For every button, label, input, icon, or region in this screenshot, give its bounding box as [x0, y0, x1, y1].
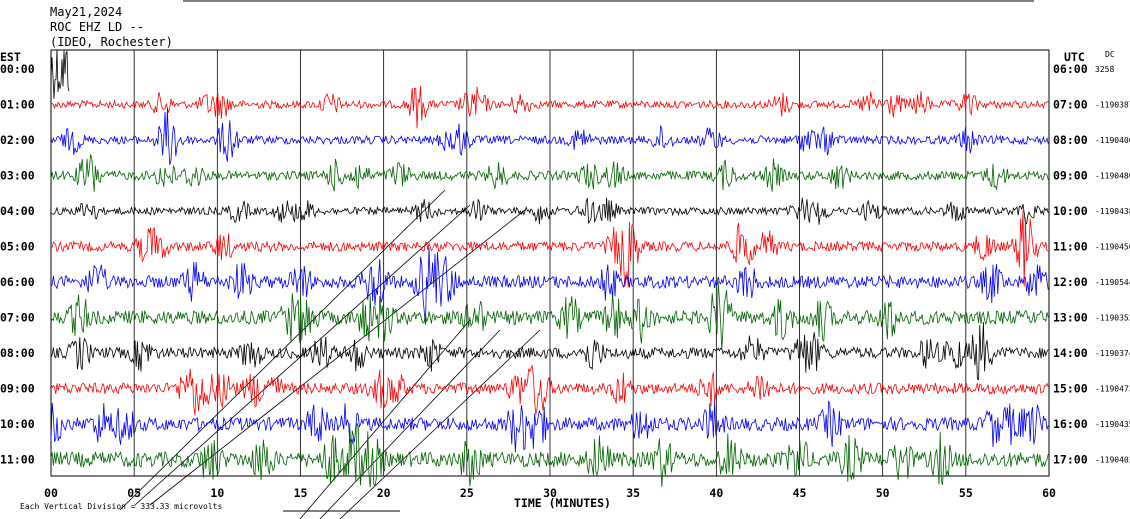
dc-label: DC	[1105, 50, 1115, 59]
est-label: 07:00	[0, 311, 35, 325]
x-tick-label: 50	[876, 486, 890, 500]
est-label: 03:00	[0, 169, 35, 183]
dc-value: -1190544	[1095, 278, 1130, 287]
est-label: 11:00	[0, 453, 35, 467]
transient-line	[339, 329, 541, 519]
est-label: 04:00	[0, 204, 35, 218]
dc-value: -1190473	[1095, 385, 1130, 394]
trace-1000	[50, 400, 1049, 453]
dc-value: -1190400	[1095, 136, 1130, 145]
utc-label: 07:00	[1053, 98, 1088, 112]
trace-0700	[50, 281, 1049, 350]
transient-line	[299, 319, 471, 519]
x-tick-label: 45	[793, 486, 807, 500]
utc-label: 06:00	[1053, 62, 1088, 76]
est-label: 10:00	[0, 417, 35, 431]
x-tick-label: 55	[959, 486, 973, 500]
x-tick-label: 30	[543, 486, 557, 500]
est-label: 06:00	[0, 275, 35, 289]
trace-0200	[50, 108, 1049, 165]
utc-labels: 06:00 3258 07:00 -1190387 08:00 -1190400 09:00…	[1053, 62, 1130, 467]
utc-label: 15:00	[1053, 382, 1088, 396]
transient-line	[134, 204, 471, 506]
dc-value: -1190456	[1095, 243, 1130, 252]
trace-0400	[50, 197, 1049, 225]
grid	[50, 0, 1050, 512]
utc-label: 09:00	[1053, 169, 1088, 183]
x-tick-labels: 00 05 10 15 20 25 30 35 40 45 50 55 60	[44, 486, 1056, 500]
x-tick-label: 05	[127, 486, 141, 500]
est-label: 09:00	[0, 382, 35, 396]
dc-value: -1190387	[1095, 101, 1130, 110]
est-label: 05:00	[0, 240, 35, 254]
dc-value: -1190438	[1095, 207, 1130, 216]
x-tick-label: 25	[460, 486, 474, 500]
trace-0300	[50, 154, 1049, 192]
dc-value: 3258	[1095, 65, 1114, 74]
est-labels: 00:00 01:00 02:00 03:00 04:00 05:00 06:00 07:00…	[0, 62, 35, 467]
x-tick-label: 40	[709, 486, 723, 500]
dc-value: -1190352	[1095, 314, 1130, 323]
scale-note: Each Vertical Division = 333.33 microvol…	[20, 502, 223, 511]
header-location: (IDEO, Rochester)	[50, 35, 173, 49]
est-label: 01:00	[0, 98, 35, 112]
trace-0100	[50, 85, 1049, 129]
utc-label: 16:00	[1053, 417, 1088, 431]
est-axis-label: EST	[0, 50, 21, 64]
header-station: ROC EHZ LD --	[50, 20, 144, 34]
seismic-traces	[50, 49, 1049, 488]
trace-0800	[50, 321, 1049, 381]
x-tick-label: 20	[377, 486, 391, 500]
x-tick-label: 00	[44, 486, 58, 500]
x-tick-label: 35	[626, 486, 640, 500]
trace-0500	[50, 210, 1049, 288]
utc-label: 17:00	[1053, 453, 1088, 467]
utc-label: 12:00	[1053, 275, 1088, 289]
header-date: May21,2024	[50, 5, 123, 19]
trace-1100	[50, 423, 1049, 488]
dc-value: -1190486	[1095, 172, 1130, 181]
trace-0900	[50, 364, 1049, 416]
x-tick-label: 10	[210, 486, 224, 500]
utc-label: 13:00	[1053, 311, 1088, 325]
x-axis-label: TIME (MINUTES)	[514, 496, 611, 510]
est-label: 08:00	[0, 346, 35, 360]
utc-axis-label: UTC	[1064, 50, 1085, 64]
dc-value: -1190402	[1095, 456, 1130, 465]
trace-0600	[50, 247, 1049, 325]
est-label: 00:00	[0, 62, 35, 76]
trace-0000	[50, 49, 70, 99]
est-label: 02:00	[0, 133, 35, 147]
x-tick-label: 15	[294, 486, 308, 500]
dc-value: -1190374	[1095, 349, 1130, 358]
utc-label: 14:00	[1053, 346, 1088, 360]
dc-value: -1190435	[1095, 420, 1130, 429]
transient-line	[119, 189, 446, 511]
x-tick-label: 60	[1042, 486, 1056, 500]
utc-label: 08:00	[1053, 133, 1088, 147]
utc-label: 10:00	[1053, 204, 1088, 218]
utc-label: 11:00	[1053, 240, 1088, 254]
